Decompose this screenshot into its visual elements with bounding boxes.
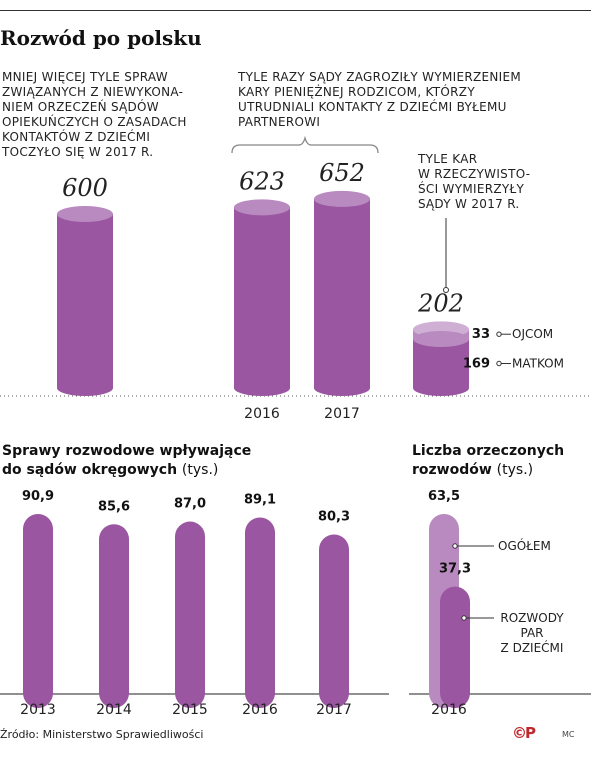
- stack-name-label: MATKOM: [512, 356, 564, 370]
- chart2-title-line: do sądów okręgowych: [2, 462, 178, 478]
- series-marker: [461, 615, 467, 621]
- value-label: 90,9: [22, 489, 54, 504]
- stack-segment-matkom: [413, 338, 469, 396]
- value-label: 89,1: [244, 492, 276, 507]
- bar-cylinder-top: [314, 190, 370, 207]
- value-label: 652: [319, 159, 365, 187]
- source-note: Źródło: Ministerstwo Sprawiedliwości: [0, 728, 204, 741]
- value-label: 85,6: [98, 499, 130, 514]
- top-rule: [0, 10, 591, 11]
- note-mid: TYLE RAZY SĄDY ZAGROZIŁY WYMIERZENIEM KA…: [238, 70, 568, 130]
- bar: [99, 524, 129, 708]
- note-mid-line: PARTNEROWI: [238, 115, 321, 129]
- stack-value-label: 33: [472, 327, 490, 342]
- note-mid-line: KARY PIENIĘŻNEJ RODZICOM, KTÓRZY: [238, 85, 475, 99]
- chart3-title: Liczba orzeczonych rozwodów (tys.): [412, 442, 564, 480]
- x-tick-label: 2016: [242, 702, 278, 718]
- value-label: 202: [417, 289, 464, 317]
- note-right: TYLE KAR W RZECZYWISTO- ŚCI WYMIERZYŁY S…: [418, 152, 588, 212]
- page-title: Rozwód po polsku: [0, 26, 202, 50]
- bar-cylinder-top: [234, 199, 290, 216]
- stack-marker: [496, 331, 502, 337]
- note-left-line: KONTAKTÓW Z DZIEĆMI: [2, 130, 151, 144]
- series-marker: [452, 543, 458, 549]
- x-tick-label: 2017: [324, 406, 360, 422]
- note-right-line: TYLE KAR: [418, 152, 478, 166]
- chart3-title-line: Liczba orzeczonych: [412, 443, 565, 459]
- chart3-title-line: rozwodów: [412, 462, 492, 478]
- stack-value-label: 169: [463, 356, 490, 371]
- value-label: 87,0: [174, 497, 206, 512]
- bar-cylinder: [234, 207, 290, 396]
- note-left: MNIEJ WIĘCEJ TYLE SPRAW ZWIĄZANYCH Z NIE…: [2, 70, 212, 160]
- stack-segment-matkom-top: [413, 330, 469, 347]
- series-label: OGÓŁEM: [498, 538, 551, 553]
- x-tick-label: 2015: [172, 702, 208, 718]
- note-left-line: TOCZYŁO SIĘ W 2017 R.: [2, 145, 154, 159]
- x-tick-label: 2016: [244, 406, 280, 422]
- chart2-unit: (tys.): [181, 462, 219, 478]
- note-mid-line: TYLE RAZY SĄDY ZAGROZIŁY WYMIERZENIEM: [238, 70, 522, 84]
- x-tick-label: 2017: [316, 702, 352, 718]
- x-tick-label: 2013: [20, 702, 56, 718]
- value-label: 63,5: [428, 489, 460, 504]
- bar: [175, 521, 205, 708]
- note-left-line: NIEM ORZECZEŃ SĄDÓW: [2, 100, 159, 114]
- stack-marker: [496, 360, 502, 367]
- note-left-line: ZWIĄZANYCH Z NIEWYKONA-: [2, 85, 184, 99]
- chart2-title-line: Sprawy rozwodowe wpływające: [2, 443, 252, 459]
- bracket: [231, 135, 379, 154]
- x-tick-label: 2016: [431, 702, 467, 718]
- bar-with-children: [440, 586, 470, 708]
- series-label: PAR: [520, 626, 543, 640]
- bar: [319, 534, 349, 708]
- bar-cylinder-top: [57, 206, 113, 222]
- publisher-logo: ©P: [512, 724, 536, 742]
- bar-cylinder: [57, 214, 113, 396]
- bar: [245, 517, 275, 708]
- note-right-line: SĄDY W 2017 R.: [418, 197, 520, 211]
- value-label: 80,3: [318, 510, 350, 525]
- value-label: 37,3: [439, 562, 471, 577]
- bar-cylinder: [314, 198, 370, 396]
- x-tick-label: 2014: [96, 702, 132, 718]
- connector-dot: [443, 287, 449, 293]
- author-credit: MC: [562, 730, 575, 739]
- stack-name-label: OJCOM: [512, 327, 553, 341]
- note-left-line: OPIEKUŃCZYCH O ZASADACH: [2, 115, 187, 129]
- series-label: Z DZIEĆMI: [501, 640, 564, 655]
- value-label: 623: [239, 167, 285, 195]
- value-label: 600: [62, 174, 108, 202]
- note-right-line: ŚCI WYMIERZYŁY: [418, 182, 525, 196]
- note-right-line: W RZECZYWISTO-: [418, 167, 531, 181]
- note-left-line: MNIEJ WIĘCEJ TYLE SPRAW: [2, 70, 168, 84]
- note-mid-line: UTRUDNIALI KONTAKTY Z DZIEĆMI BYŁEMU: [238, 100, 507, 114]
- bar: [23, 514, 53, 708]
- chart2-title: Sprawy rozwodowe wpływające do sądów okr…: [2, 442, 251, 480]
- chart3-unit: (tys.): [496, 462, 534, 478]
- series-label: ROZWODY: [500, 611, 564, 625]
